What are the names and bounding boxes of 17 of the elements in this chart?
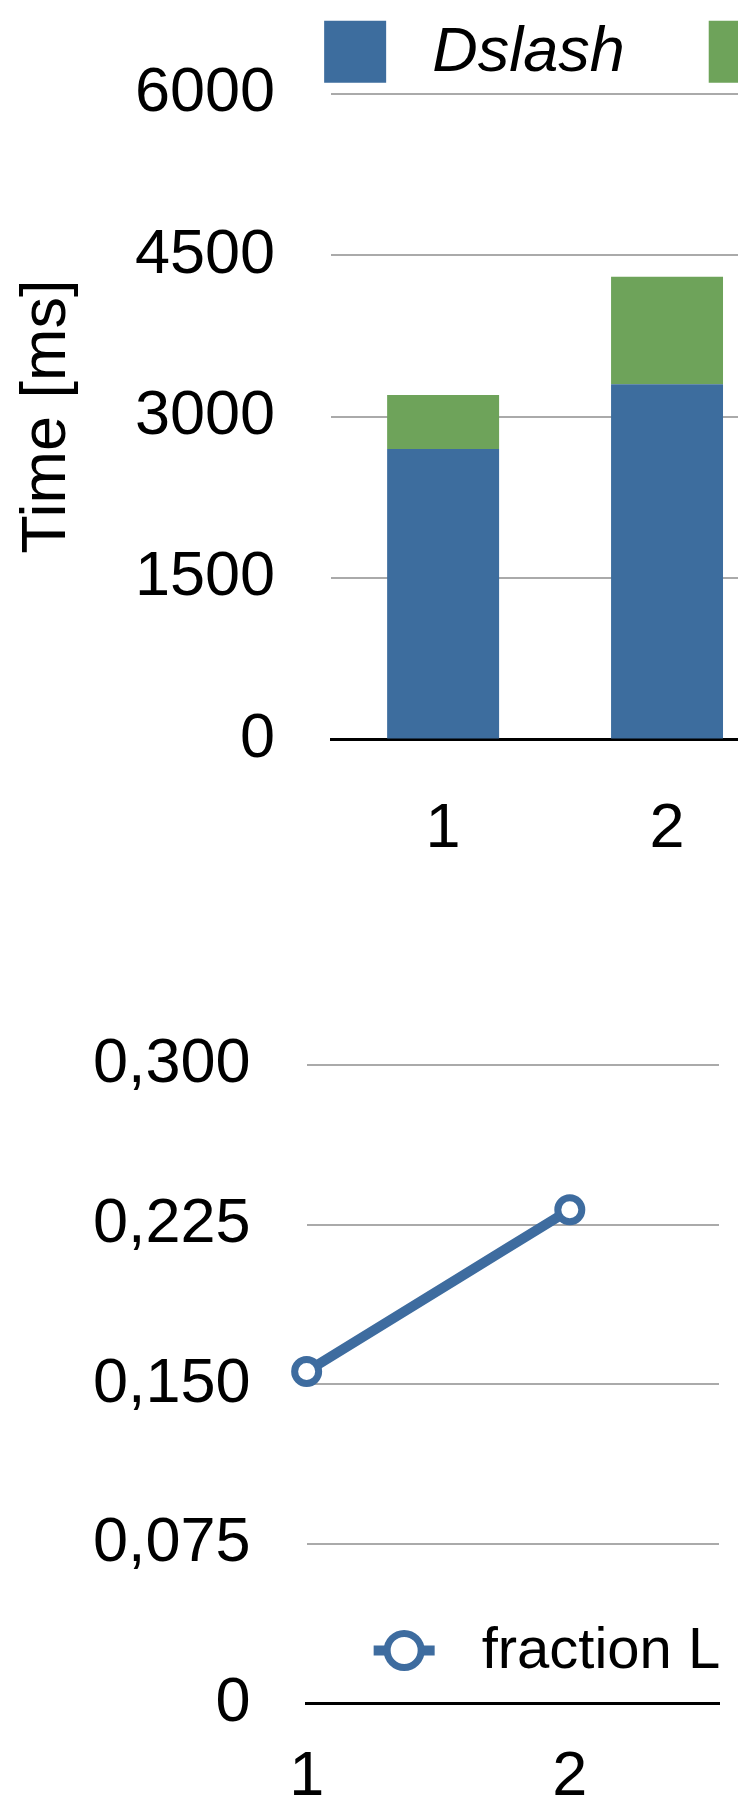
x-tick-label: 2: [552, 1737, 588, 1808]
y-tick-label: 0,300: [93, 1025, 251, 1096]
y-tick-label: 0,225: [93, 1184, 251, 1255]
x-tick-label: 1: [425, 789, 461, 860]
x-tick-label: 1: [289, 1737, 325, 1808]
y-tick-label: 4500: [134, 215, 276, 286]
y-tick-label: 0,150: [93, 1344, 251, 1415]
legend-label: fraction L: [481, 1615, 721, 1681]
y-tick-label: 1500: [134, 538, 276, 609]
y-tick-label: 6000: [134, 54, 276, 125]
y-tick-label: 0,075: [93, 1504, 251, 1575]
y-tick-label: 0: [240, 699, 276, 770]
y-tick-label: 0: [215, 1663, 251, 1734]
y-tick-label: 3000: [134, 376, 276, 447]
x-tick-label: 2: [649, 789, 685, 860]
legend-label: Dslash: [432, 14, 625, 85]
y-axis-title: Time [ms]: [7, 279, 78, 554]
